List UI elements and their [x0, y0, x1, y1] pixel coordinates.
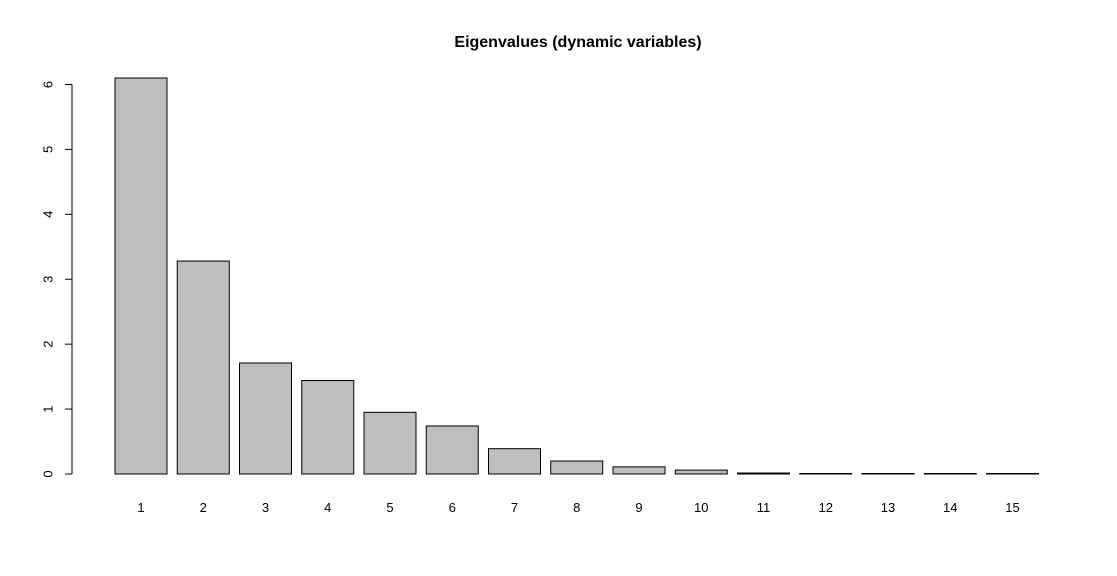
- y-tick-label: 5: [41, 146, 56, 153]
- y-tick-label: 0: [41, 470, 56, 477]
- x-tick-label: 8: [573, 500, 580, 515]
- bar-3: [239, 362, 292, 475]
- bar-12: [799, 473, 853, 475]
- chart-title: Eigenvalues (dynamic variables): [454, 34, 701, 51]
- bar-1: [114, 77, 168, 475]
- x-tick-label: 6: [449, 500, 456, 515]
- x-tick-label: 10: [694, 500, 708, 515]
- x-tick-label: 9: [635, 500, 642, 515]
- bar-11: [737, 472, 790, 475]
- x-tick-label: 13: [881, 500, 895, 515]
- x-tick-label: 14: [943, 500, 957, 515]
- x-tick-label: 11: [757, 500, 771, 515]
- x-tick-label: 2: [200, 500, 207, 515]
- y-tick-label: 6: [41, 81, 56, 88]
- y-tick-label: 2: [41, 341, 56, 348]
- bar-9: [612, 466, 666, 475]
- x-tick-label: 7: [511, 500, 518, 515]
- x-tick-label: 4: [324, 500, 331, 515]
- bar-4: [301, 380, 355, 475]
- y-tick-label: 1: [41, 405, 56, 412]
- x-axis-labels: 1 2 3 4 5 6 7 8 9 10 11 12 13 14 15: [137, 500, 1019, 515]
- x-tick-label: 3: [262, 500, 269, 515]
- y-axis: 0 1 2 3 4 5 6: [41, 81, 73, 478]
- bar-13: [861, 473, 915, 475]
- x-tick-label: 5: [386, 500, 393, 515]
- bar-5: [363, 411, 417, 475]
- x-tick-label: 1: [137, 500, 144, 515]
- bar-15: [986, 473, 1039, 475]
- x-tick-label: 15: [1005, 500, 1019, 515]
- y-tick-label: 4: [41, 211, 56, 218]
- bar-14: [923, 473, 977, 475]
- bars: [114, 77, 1039, 475]
- x-tick-label: 12: [819, 500, 833, 515]
- bar-6: [425, 425, 479, 475]
- bar-8: [550, 460, 604, 475]
- bar-10: [674, 469, 728, 475]
- bar-2: [176, 260, 230, 475]
- y-tick-label: 3: [41, 276, 56, 283]
- bar-7: [488, 448, 541, 475]
